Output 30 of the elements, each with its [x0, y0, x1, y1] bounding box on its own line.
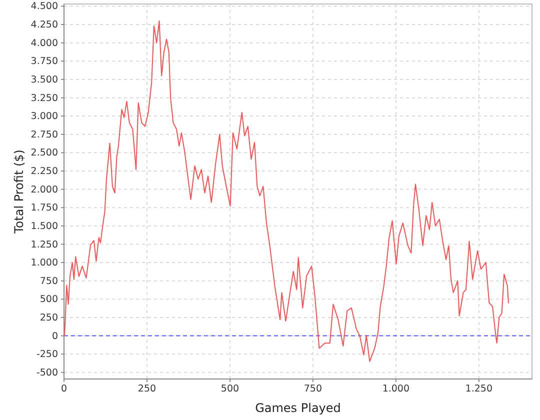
y-tick-label: 3.250: [30, 92, 58, 104]
y-axis-title: Total Profit ($): [12, 150, 26, 234]
y-tick-label: 1.000: [30, 258, 58, 269]
x-axis-title: Games Played: [255, 401, 341, 415]
x-tick-label: 1.000: [382, 384, 410, 395]
y-tick-label: 2.250: [30, 166, 58, 178]
x-tick-label: 1.250: [465, 384, 492, 395]
y-tick-label: 3.000: [30, 111, 58, 122]
y-tick-label: 0: [52, 330, 58, 342]
y-tick-label: 2.000: [30, 184, 58, 196]
y-tick-label: 250: [40, 312, 58, 324]
y-tick-label: -250: [36, 349, 58, 360]
line-series: [64, 20, 509, 362]
x-tick-label: 500: [220, 384, 240, 395]
y-tick-label: 2.750: [30, 129, 58, 140]
y-tick-label: 4.000: [30, 38, 58, 49]
y-tick-label: 500: [40, 294, 58, 306]
x-tick-label: 250: [138, 384, 156, 395]
y-tick-label: 1.750: [30, 202, 58, 214]
x-tick-label: 750: [304, 384, 322, 395]
y-tick-label: 2.500: [30, 148, 58, 159]
y-tick-label: 4.250: [30, 20, 58, 31]
x-tick-label: 0: [60, 384, 68, 395]
y-tick-label: 1.250: [30, 239, 58, 250]
y-tick-label: 4.500: [30, 1, 58, 12]
y-tick-label: 750: [40, 276, 58, 287]
y-tick-label: 3.500: [30, 74, 58, 86]
y-tick-label: -500: [36, 367, 58, 378]
y-tick-label: 3.750: [30, 56, 58, 68]
y-tick-label: 1.500: [30, 220, 58, 232]
